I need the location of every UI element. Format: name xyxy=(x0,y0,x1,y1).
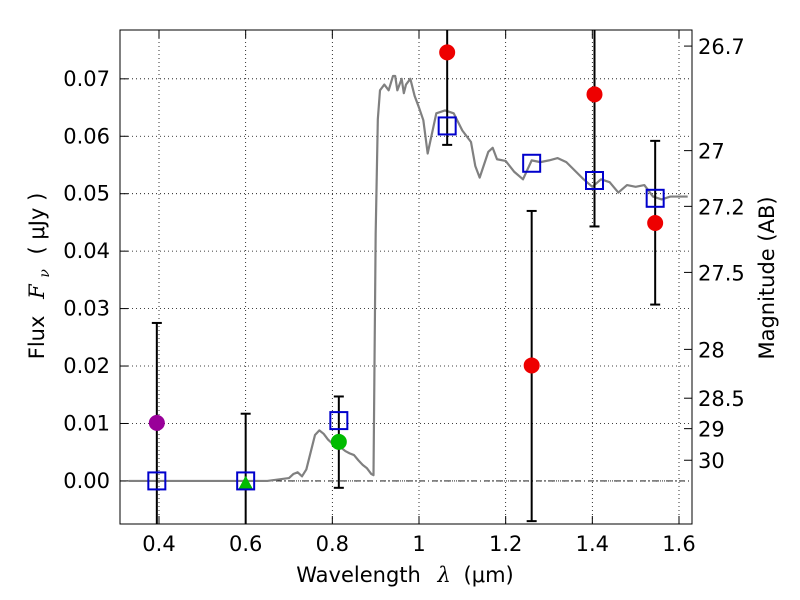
y-tick-label: 0.01 xyxy=(63,411,110,435)
y-tick-label: 0.06 xyxy=(63,124,110,148)
y-tick-label: 0.03 xyxy=(63,297,110,321)
x-tick-label: 0.6 xyxy=(229,532,262,556)
y-axis-subscript: ν xyxy=(37,269,53,278)
model-square xyxy=(437,116,457,136)
y2-tick-label: 27.2 xyxy=(698,195,745,219)
y-axis-label: Flux F ν ( μJy ) xyxy=(25,193,54,360)
model-square xyxy=(147,471,167,491)
y2-tick-label: 30 xyxy=(698,449,725,473)
observed-circle xyxy=(586,86,603,103)
y-tick-label: 0.05 xyxy=(63,182,110,206)
error-bars xyxy=(151,30,661,524)
observed-points xyxy=(148,44,664,490)
x-tick-label: 1.6 xyxy=(662,532,695,556)
y-tick-labels: 0.00 0.01 0.02 0.03 0.04 0.05 0.06 0.07 xyxy=(63,67,110,493)
observed-circle xyxy=(439,44,456,61)
axis-ticks xyxy=(120,30,692,524)
x-tick-label: 1.2 xyxy=(489,532,522,556)
model-square xyxy=(585,171,604,190)
x-tick-label: 1 xyxy=(412,532,425,556)
y2-tick-label: 27 xyxy=(698,140,725,164)
model-spectrum xyxy=(128,74,688,483)
x-axis-symbol: λ xyxy=(437,563,451,587)
observed-circle xyxy=(330,433,347,450)
x-tick-label: 0.8 xyxy=(316,532,349,556)
observed-triangle xyxy=(238,475,254,490)
model-squares xyxy=(147,116,665,491)
y2-tick-labels: 26.7 27 27.2 27.5 28 28.5 29 30 xyxy=(698,35,745,473)
y-axis-prefix: Flux xyxy=(25,316,49,360)
y-axis-symbol: F xyxy=(25,283,49,300)
y2-tick-label: 29 xyxy=(698,418,725,442)
y-tick-label: 0.04 xyxy=(63,239,110,263)
observed-circle xyxy=(523,357,540,374)
model-square xyxy=(236,471,256,491)
x-tick-label: 1.4 xyxy=(576,532,609,556)
y-axis-unit: ( μJy ) xyxy=(25,193,49,255)
observed-circle xyxy=(148,414,165,431)
x-tick-labels: 0.4 0.6 0.8 1 1.2 1.4 1.6 xyxy=(142,532,695,556)
x-axis-unit: (μm) xyxy=(464,563,514,587)
x-axis-prefix: Wavelength xyxy=(296,563,421,587)
y2-tick-label: 26.7 xyxy=(698,35,745,59)
y-tick-label: 0.00 xyxy=(63,469,110,493)
plot-frame xyxy=(119,29,693,525)
y-tick-label: 0.02 xyxy=(63,354,110,378)
y2-tick-label: 28.5 xyxy=(698,387,745,411)
x-tick-label: 0.4 xyxy=(142,532,175,556)
model-square xyxy=(329,411,349,431)
y2-tick-label: 28 xyxy=(698,338,725,362)
model-spectrum-line xyxy=(128,74,688,483)
model-square xyxy=(645,188,665,208)
model-square xyxy=(522,153,542,173)
y2-tick-label: 27.5 xyxy=(698,261,745,285)
y2-axis-label: Magnitude (AB) xyxy=(755,196,779,359)
x-axis-label: Wavelength λ (μm) xyxy=(296,563,513,587)
observed-circle xyxy=(647,215,664,231)
y-tick-label: 0.07 xyxy=(63,67,110,91)
grid xyxy=(120,30,692,524)
